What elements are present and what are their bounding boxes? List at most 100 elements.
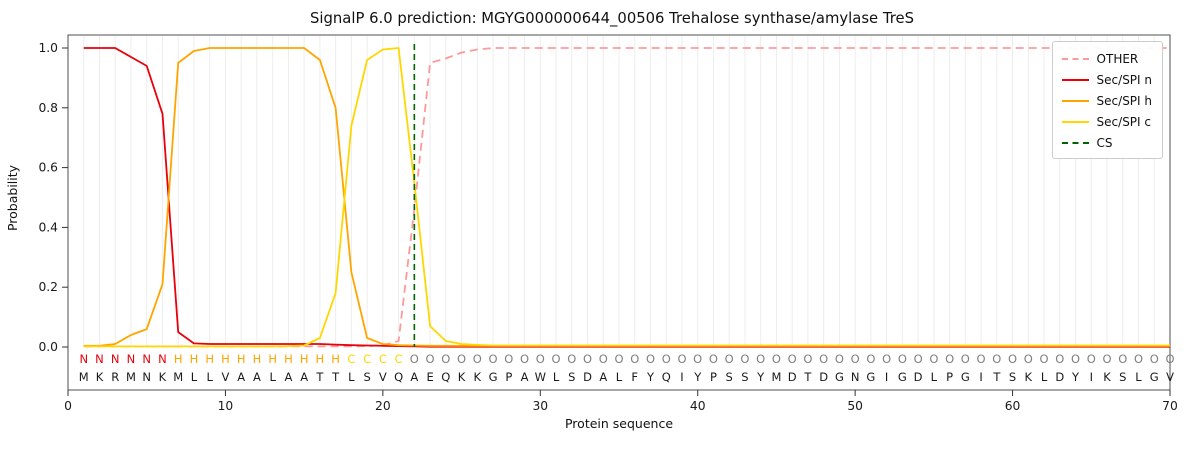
plot-frame: [67, 34, 1171, 391]
region-letter: H: [205, 352, 214, 366]
sequence-letter: Q: [394, 370, 403, 384]
region-letter: O: [630, 352, 639, 366]
sequence-letter: K: [1025, 370, 1033, 384]
sequence-letter: N: [851, 370, 860, 384]
region-letter: O: [1055, 352, 1064, 366]
sequence-letter: A: [300, 370, 308, 384]
region-letter: H: [221, 352, 230, 366]
region-letter: O: [536, 352, 545, 366]
region-letter: O: [803, 352, 812, 366]
region-letter: O: [441, 352, 450, 366]
sequence-letter: M: [173, 370, 183, 384]
sequence-letter: L: [1041, 370, 1048, 384]
sequence-letter: G: [898, 370, 907, 384]
sequence-letter: K: [474, 370, 482, 384]
region-letter: O: [520, 352, 529, 366]
sequence-letter: S: [1119, 370, 1126, 384]
sequence-letter: S: [363, 370, 370, 384]
sequence-letter: F: [631, 370, 638, 384]
region-letter: O: [992, 352, 1001, 366]
sequence-letter: K: [458, 370, 466, 384]
region-letter: O: [756, 352, 765, 366]
x-tick-label: 10: [218, 399, 234, 413]
region-letter: O: [1150, 352, 1159, 366]
sequence-letter: A: [599, 370, 607, 384]
sequence-letter: G: [835, 370, 844, 384]
region-letter: N: [95, 352, 104, 366]
region-letter: N: [111, 352, 120, 366]
y-tick-label: 1.0: [38, 41, 58, 55]
sequence-letter: D: [914, 370, 923, 384]
sequence-letter: T: [803, 370, 812, 384]
sequence-letter: I: [979, 370, 982, 384]
region-letter: O: [725, 352, 734, 366]
legend-line-sample: [1061, 99, 1089, 102]
sequence-letter: M: [126, 370, 136, 384]
legend-item-sec-spi-h: Sec/SPI h: [1061, 90, 1152, 111]
x-axis-label: Protein sequence: [565, 416, 673, 431]
series-line-other: [83, 47, 1170, 348]
region-letter: O: [646, 352, 655, 366]
region-letter: O: [929, 352, 938, 366]
sequence-letter: K: [1103, 370, 1111, 384]
region-letter: O: [457, 352, 466, 366]
region-letter: O: [1071, 352, 1080, 366]
sequence-letter: D: [819, 370, 828, 384]
sequence-letter: Y: [1071, 370, 1080, 384]
region-letter: C: [347, 352, 355, 366]
legend-label: Sec/SPI c: [1096, 114, 1151, 129]
region-letter: O: [1165, 352, 1174, 366]
sequence-letter: G: [489, 370, 498, 384]
region-letter: O: [1087, 352, 1096, 366]
sequence-letter: P: [710, 370, 717, 384]
sequence-letter: N: [142, 370, 151, 384]
region-letter: O: [977, 352, 986, 366]
sequence-letter: Y: [646, 370, 655, 384]
sequence-letter: T: [315, 370, 324, 384]
series-line-sec-spi-n: [83, 47, 1170, 348]
region-letter: O: [835, 352, 844, 366]
sequence-letter: K: [96, 370, 104, 384]
region-letter: O: [819, 352, 828, 366]
region-letter: H: [253, 352, 262, 366]
region-letter: H: [316, 352, 325, 366]
sequence-letter: T: [992, 370, 1001, 384]
legend-item-sec-spi-c: Sec/SPI c: [1061, 111, 1152, 132]
region-letter: O: [693, 352, 702, 366]
region-letter: O: [961, 352, 970, 366]
region-letter: O: [740, 352, 749, 366]
region-letter: O: [677, 352, 686, 366]
legend-label: Sec/SPI n: [1096, 72, 1152, 87]
sequence-letter: P: [946, 370, 953, 384]
region-letter: H: [268, 352, 277, 366]
region-letter: O: [709, 352, 718, 366]
sequence-letter: L: [616, 370, 623, 384]
region-letter: O: [1040, 352, 1049, 366]
x-tick-label: 40: [690, 399, 706, 413]
sequence-letter: G: [961, 370, 970, 384]
sequence-letter: V: [221, 370, 229, 384]
sequence-letter: E: [426, 370, 433, 384]
sequence-letter: D: [1055, 370, 1064, 384]
region-letter: O: [882, 352, 891, 366]
y-tick-label: 0.2: [38, 280, 58, 294]
y-tick-label: 0.6: [38, 161, 58, 175]
region-letter: H: [331, 352, 340, 366]
x-tick-label: 20: [375, 399, 391, 413]
legend-line-sample: [1061, 78, 1089, 81]
region-letter: H: [190, 352, 199, 366]
sequence-letter: K: [159, 370, 167, 384]
region-letter: O: [504, 352, 513, 366]
series-line-sec-spi-c: [83, 47, 1170, 348]
sequence-letter: M: [771, 370, 781, 384]
region-letter: N: [127, 352, 136, 366]
y-tick-label: 0.4: [38, 220, 58, 234]
legend-item-other: OTHER: [1061, 48, 1152, 69]
sequence-letter: G: [1150, 370, 1159, 384]
region-letter: H: [174, 352, 183, 366]
region-letter: O: [851, 352, 860, 366]
sequence-letter: L: [206, 370, 213, 384]
sequence-letter: T: [331, 370, 340, 384]
sequence-letter: V: [379, 370, 387, 384]
